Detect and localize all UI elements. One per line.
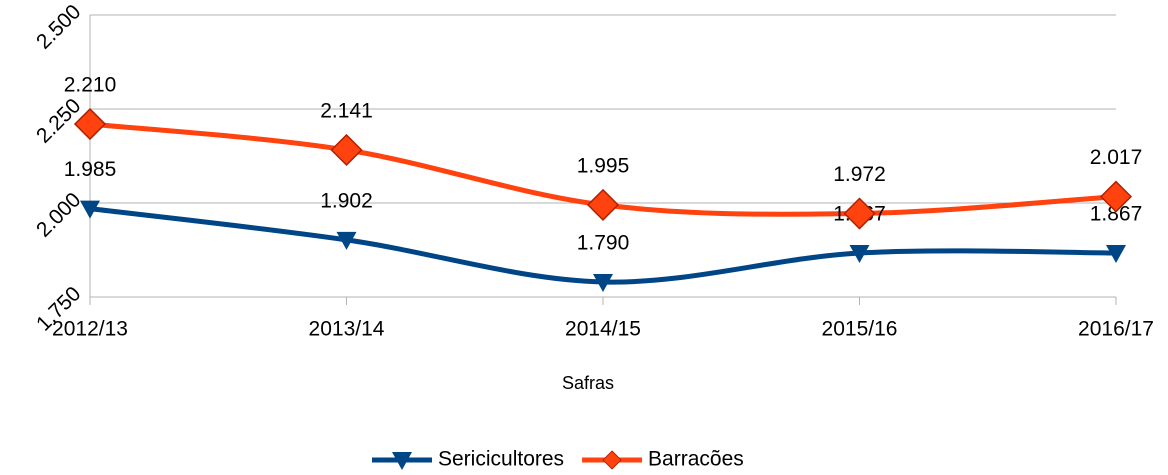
data-label: 2.210 [64,74,117,97]
x-tick-label: 2015/16 [822,318,898,341]
data-label: 2.141 [320,100,373,123]
data-point [1106,245,1126,264]
data-label: 1.867 [1090,203,1143,226]
legend-item: Sericicultores [372,448,564,471]
data-point [336,231,357,250]
x-tick-label: 2012/13 [52,318,128,341]
y-tick-label: 2.000 [32,188,85,241]
x-axis-title: Safras [562,373,614,393]
data-point [80,200,100,219]
legend-marker [602,450,622,470]
x-tick-label: 2013/14 [309,318,385,341]
y-tick-label: 2.500 [32,0,85,53]
data-label: 1.995 [577,154,630,177]
data-point [330,133,363,167]
legend-item: Barracões [582,448,744,471]
x-tick-label: 2016/17 [1078,318,1154,341]
data-label: 1.985 [64,158,117,181]
data-point [1099,180,1133,213]
legend-label: Sericicultores [438,448,564,470]
data-point [843,197,876,230]
data-label: 1.972 [833,163,886,186]
data-label: 1.790 [577,232,630,255]
data-point [849,245,870,264]
legend-label: Barracões [648,448,744,470]
x-tick-label: 2014/15 [565,318,641,341]
data-point [586,188,620,221]
data-point [73,107,107,141]
legend-marker [392,452,412,470]
data-label: 2.017 [1090,146,1143,169]
data-point [593,273,613,292]
data-label: 1.902 [320,189,373,212]
